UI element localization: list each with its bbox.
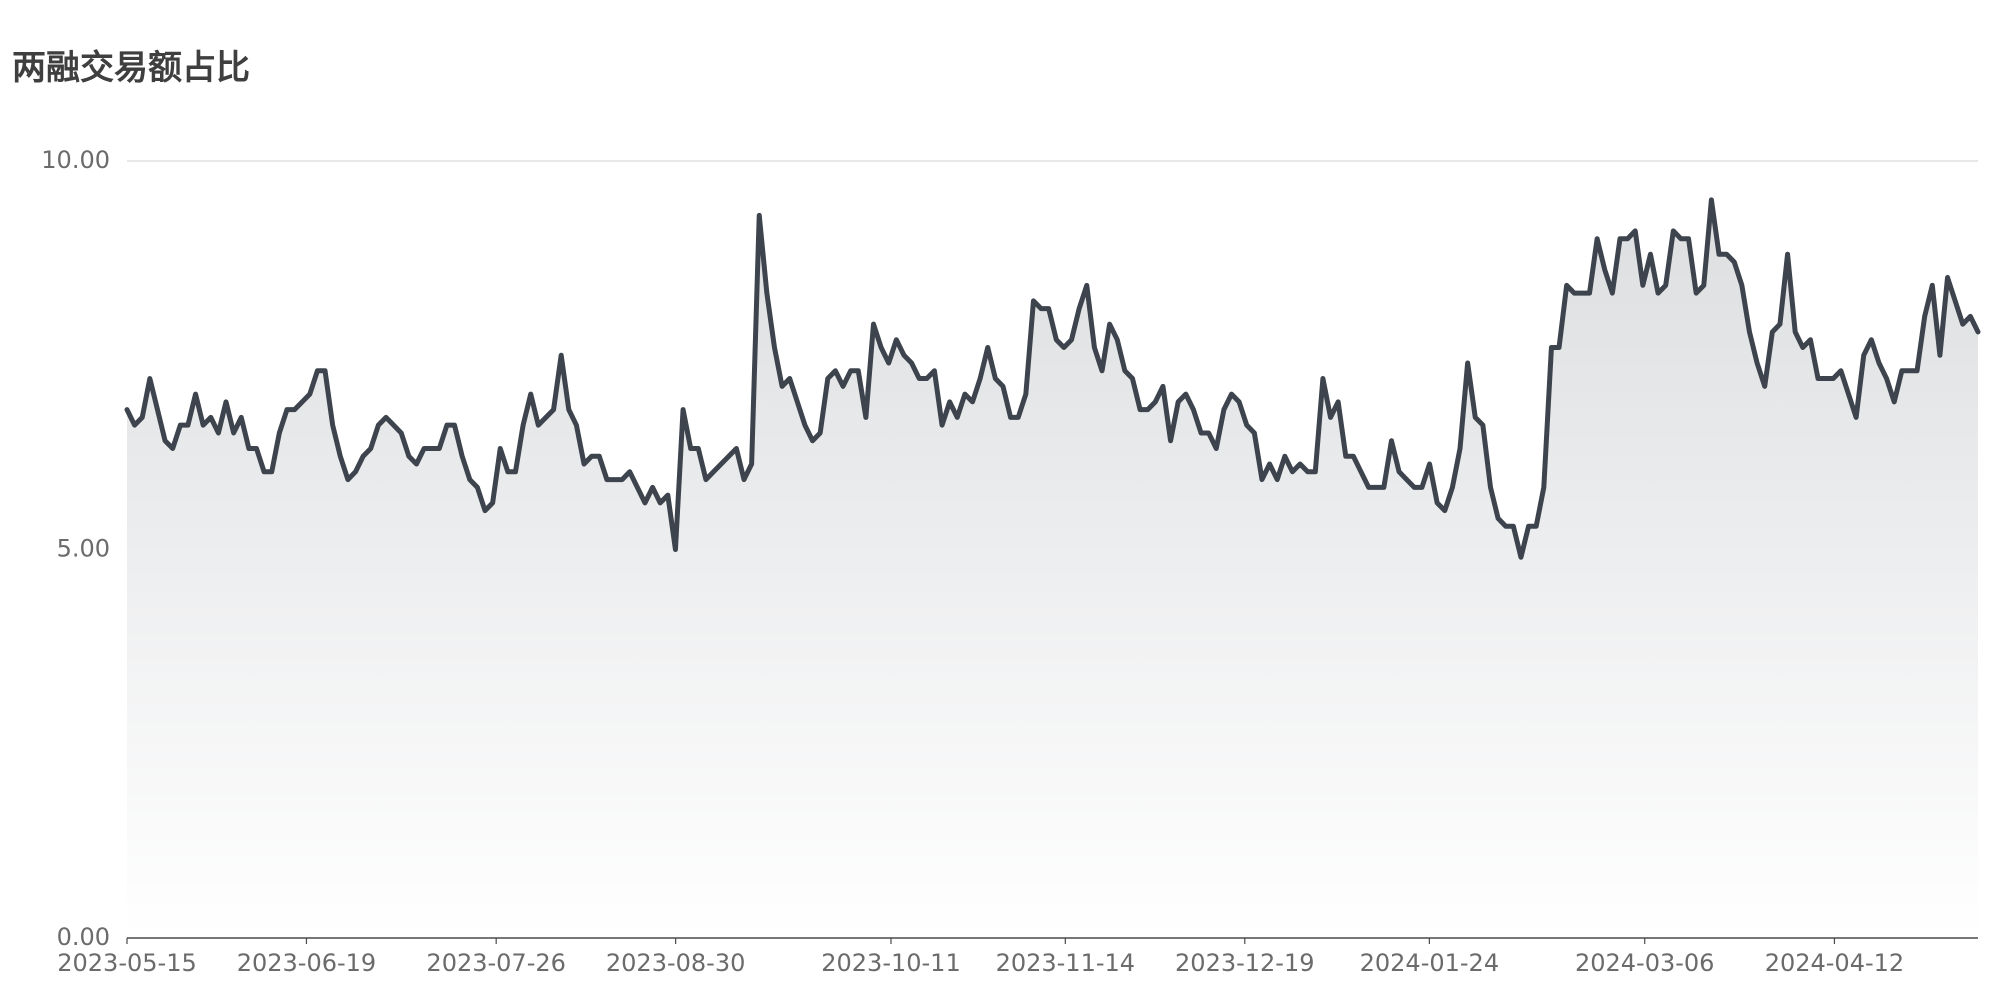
x-tick-label: 2023-05-15 xyxy=(57,949,196,977)
y-tick-label: 5.00 xyxy=(57,535,110,563)
y-tick-label: 0.00 xyxy=(57,923,110,951)
x-tick-label: 2023-07-26 xyxy=(426,949,565,977)
x-tick-label: 2023-10-11 xyxy=(821,949,960,977)
series-line xyxy=(124,197,1981,560)
x-tick-label: 2024-03-06 xyxy=(1575,949,1714,977)
y-tick-label: 10.00 xyxy=(41,146,110,174)
x-tick-label: 2023-12-19 xyxy=(1175,949,1314,977)
x-tick-label: 2023-08-30 xyxy=(606,949,745,977)
x-tick-label: 2024-04-12 xyxy=(1765,949,1904,977)
series-area-fill xyxy=(127,199,1978,939)
x-tick-label: 2023-06-19 xyxy=(237,949,376,977)
x-tick-label: 2024-01-24 xyxy=(1360,949,1499,977)
chart-title: 两融交易额占比 xyxy=(12,48,250,88)
x-tick-label: 2023-11-14 xyxy=(996,949,1135,977)
